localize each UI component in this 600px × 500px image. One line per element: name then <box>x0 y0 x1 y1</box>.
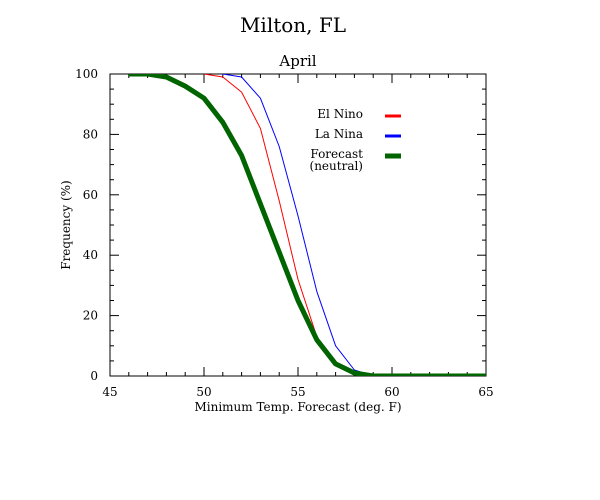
legend-label: (neutral) <box>310 159 363 173</box>
y-axis-label: Frequency (%) <box>59 180 73 269</box>
y-tick-label: 20 <box>83 309 98 323</box>
chart-title: Milton, FL <box>240 13 346 37</box>
y-tick-label: 40 <box>83 248 98 262</box>
x-tick-label: 60 <box>384 385 399 399</box>
x-axis-label: Minimum Temp. Forecast (deg. F) <box>194 400 401 414</box>
x-tick-label: 55 <box>290 385 305 399</box>
x-tick-label: 45 <box>102 385 117 399</box>
plot-frame <box>109 73 487 377</box>
series-line-forecast-neutral <box>128 74 486 376</box>
y-tick-label: 80 <box>83 127 98 141</box>
legend-label: El Nino <box>317 107 363 121</box>
legend-label: La Nina <box>315 127 363 141</box>
legend-label: Forecast <box>310 147 363 161</box>
x-tick-label: 65 <box>478 385 493 399</box>
y-tick-label: 0 <box>90 369 98 383</box>
legend: El Nino La Nina Forecast(neutral) <box>310 107 401 173</box>
x-tick-label: 50 <box>196 385 211 399</box>
series-line-la-nina <box>219 74 486 376</box>
chart-subtitle: April <box>278 52 316 70</box>
axis-ticks: 45 50 55 60 65 0 20 40 60 80 100 <box>75 67 494 399</box>
series-lines <box>128 74 486 376</box>
y-tick-label: 60 <box>83 188 98 202</box>
y-tick-label: 100 <box>75 67 98 81</box>
